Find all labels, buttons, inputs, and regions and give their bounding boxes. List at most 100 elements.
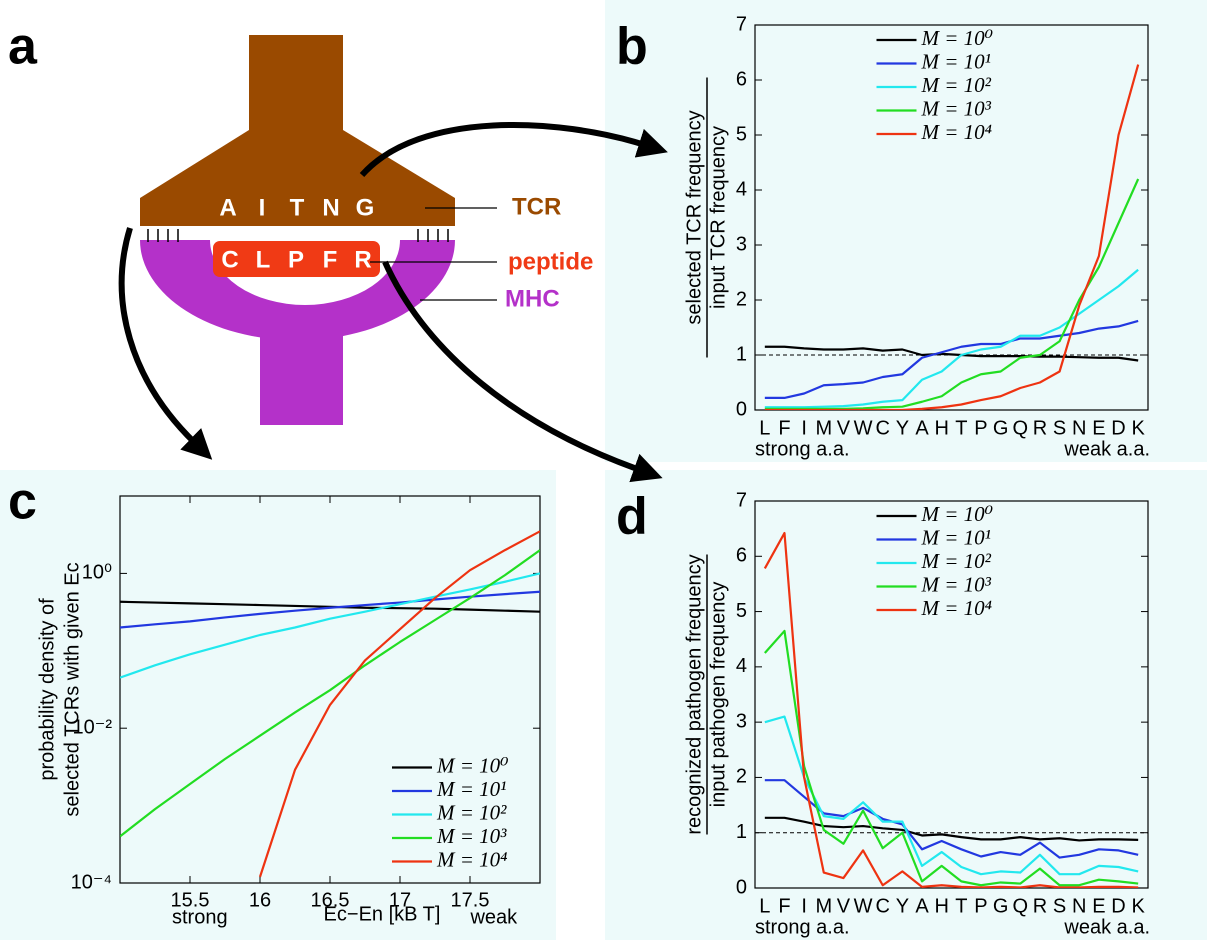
legend-label: M = 10⁰ [436,753,509,777]
y-tick-label: 2 [736,288,747,310]
legend-label: M = 10⁰ [921,26,994,50]
legend-label: M = 10¹ [921,49,991,73]
legend-label: M = 10² [436,800,507,824]
arrows [118,122,668,483]
peptide-residue: F [323,246,338,273]
y-tick-label: 10⁻⁴ [71,871,112,893]
tcr-residue: T [290,194,305,221]
x-tick-label: K [1132,895,1146,917]
x-tick-label: N [1072,895,1086,917]
x-tick-label: A [915,895,929,917]
x-tick-label: S [1053,895,1066,917]
x-tick-label: M [815,417,832,439]
series-line [763,531,1139,888]
x-tick-label: N [1072,417,1086,439]
x-tick-label: D [1111,417,1125,439]
peptide-residue: R [354,246,371,273]
x-end-label: weak a.a. [1063,916,1150,938]
y-tick-label: 6 [736,68,747,90]
x-tick-label: I [801,895,807,917]
legend-label: M = 10³ [436,824,507,848]
x-tick-label: M [815,895,832,917]
x-tick-label: T [955,417,967,439]
x-tick-label: 17 [389,889,411,911]
y-tick-label: 3 [736,233,747,255]
mhc-stem [260,325,343,425]
series-line [764,345,1139,362]
legend-label: M = 10⁴ [921,596,992,620]
legend-label: M = 10¹ [921,525,991,549]
x-end-label: strong [172,906,228,928]
x-tick-label: W [854,417,873,439]
x-tick-label: R [1033,895,1047,917]
plot-area [754,500,1149,889]
x-tick-label: A [915,417,929,439]
panel-label: c [8,473,37,531]
x-tick-label: 16.5 [311,889,350,911]
x-tick-label: Y [896,895,909,917]
series-line [764,779,1139,859]
series-line [258,530,540,878]
x-tick-label: E [1092,895,1105,917]
x-tick-label: H [934,895,948,917]
series-line [120,590,540,629]
tcr-residue: N [322,194,339,221]
y-tick-label: 5 [736,123,747,145]
y-tick-label: 7 [736,13,747,35]
tcr-residue: G [356,194,375,221]
tcr-residue: A [219,194,236,221]
x-axis-label: Ec−En [kB T] [324,903,441,925]
x-tick-label: G [993,895,1009,917]
x-tick-label: S [1053,417,1066,439]
peptide-label: peptide [508,248,593,275]
x-tick-label: R [1033,417,1047,439]
legend-label: M = 10⁴ [436,847,507,871]
y-tick-label: 4 [736,178,747,200]
plot-area [754,24,1149,411]
mhc-groove [140,240,455,341]
y-tick-label: 5 [736,600,747,622]
y-axis-label: input TCR frequency [707,126,729,309]
panel-background [605,470,1207,940]
y-tick-label: 2 [736,766,747,788]
x-tick-label: F [778,895,790,917]
y-tick-label: 7 [736,489,747,511]
x-end-label: weak a.a. [1063,438,1150,460]
tcr-stem [249,35,343,135]
x-tick-label: Q [1012,417,1028,439]
panel-background [0,470,556,940]
x-end-label: strong a.a. [755,438,850,460]
legend-label: M = 10² [921,549,992,573]
x-tick-label: L [759,417,770,439]
y-tick-label: 6 [736,545,747,567]
x-tick-label: D [1111,895,1125,917]
x-tick-label: K [1132,417,1146,439]
y-axis-label: input pathogen frequency [707,582,729,808]
y-tick-label: 1 [736,343,747,365]
x-tick-label: E [1092,417,1105,439]
tcr-label: TCR [512,193,561,220]
panel-label: a [8,18,38,76]
y-axis-label: selected TCR frequency [683,110,705,324]
x-tick-label: V [837,895,851,917]
x-tick-label: 15.5 [171,889,210,911]
x-end-label: strong a.a. [755,916,850,938]
x-tick-label: T [955,895,967,917]
x-tick-label: C [875,417,889,439]
legend-label: M = 10³ [921,96,992,120]
x-tick-label: G [993,417,1009,439]
series-line [764,816,1139,842]
y-tick-label: 10⁻² [73,716,113,738]
x-end-label: weak [469,906,518,928]
x-tick-label: Y [896,417,909,439]
legend-label: M = 10⁰ [921,502,994,526]
y-tick-label: 4 [736,655,747,677]
x-tick-label: P [974,417,987,439]
peptide-residue: P [288,246,304,273]
peptide-residue: C [221,246,238,273]
series-line [120,549,540,838]
x-tick-label: H [934,417,948,439]
series-line [120,572,540,679]
y-tick-label: 1 [736,821,747,843]
